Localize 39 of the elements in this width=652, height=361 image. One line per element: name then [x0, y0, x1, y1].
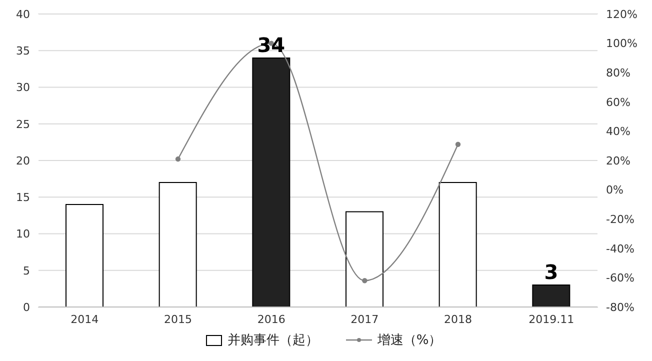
- y-tick-label: 0: [23, 300, 30, 314]
- bar: [438, 182, 477, 307]
- data-label: 3: [544, 260, 558, 284]
- bar: [532, 284, 570, 307]
- y2-tick-label: 80%: [606, 66, 630, 80]
- x-tick-label: 2014: [70, 312, 99, 326]
- x-tick-label: 2016: [257, 312, 286, 326]
- y-tick-label: 40: [16, 8, 30, 21]
- bar: [346, 211, 384, 307]
- bar: [158, 182, 197, 307]
- y-tick-label: 10: [16, 228, 30, 241]
- legend-label: 并购事件（起）: [226, 332, 318, 349]
- y2-tick-label: -40%: [606, 242, 634, 256]
- point: [455, 142, 461, 147]
- x-tick-label: 2018: [444, 312, 472, 326]
- y2-tick-label: 0%: [606, 184, 624, 197]
- y2-tick-label: -60%: [606, 272, 634, 285]
- x-tick-label: 2015: [164, 312, 192, 326]
- y2-tick-label: -80%: [606, 300, 634, 314]
- y2-tick-label: 40%: [606, 125, 630, 138]
- y-tick-label: 35: [16, 44, 30, 58]
- x-tick-label: 2019.11: [528, 312, 574, 326]
- y-tick-label: 20: [16, 154, 30, 168]
- y2-tick-label: 20%: [606, 154, 630, 168]
- legend-label: 增速（%）: [376, 332, 442, 349]
- y-tick-label: 25: [16, 118, 30, 131]
- y2-tick-label: 60%: [606, 96, 630, 109]
- y2-tick-label: 120%: [606, 8, 638, 21]
- point: [175, 156, 181, 162]
- y-tick-label: 30: [16, 81, 30, 94]
- y2-tick-label: 100%: [606, 37, 638, 50]
- y2-tick-label: -20%: [606, 213, 634, 226]
- data-label: 34: [257, 32, 286, 57]
- point: [362, 278, 368, 284]
- y-tick-label: 15: [16, 191, 30, 204]
- y-tick-label: 5: [23, 264, 30, 278]
- bar: [66, 204, 104, 307]
- x-tick-label: 2017: [350, 312, 379, 326]
- bar: [252, 57, 290, 307]
